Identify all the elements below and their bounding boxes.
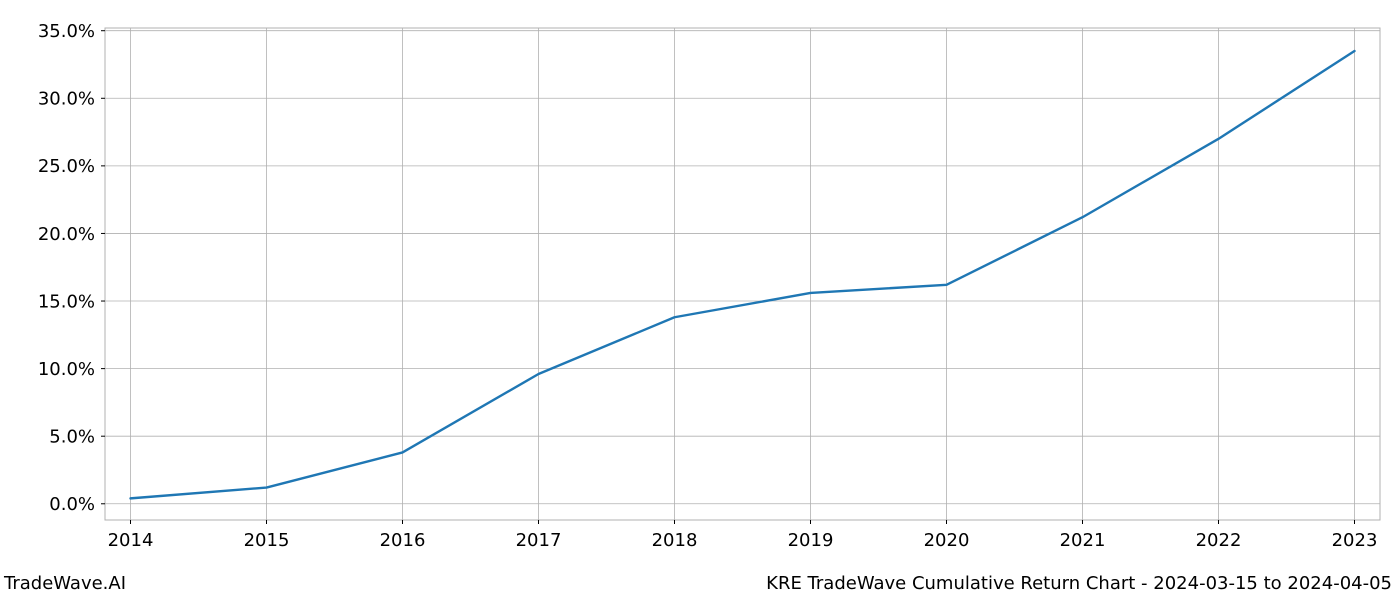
- y-tick-label: 30.0%: [38, 89, 95, 110]
- x-tick-label: 2022: [1196, 530, 1242, 551]
- chart-footer: TradeWave.AI KRE TradeWave Cumulative Re…: [0, 573, 1400, 594]
- x-tick-label: 2016: [380, 530, 426, 551]
- chart-container: 2014 2015 2016 2017 2018 2019 2020 2021 2022 2023…: [0, 0, 1400, 600]
- x-tick-label: 2018: [652, 530, 698, 551]
- x-tick-label: 2023: [1332, 530, 1378, 551]
- y-tick-label: 35.0%: [38, 21, 95, 42]
- x-tick-label: 2021: [1060, 530, 1106, 551]
- y-tick-label: 25.0%: [38, 156, 95, 177]
- y-tick-label: 15.0%: [38, 291, 95, 312]
- footer-right-text: KRE TradeWave Cumulative Return Chart - …: [766, 573, 1392, 594]
- x-tick-label: 2015: [244, 530, 290, 551]
- x-tick-label: 2017: [516, 530, 562, 551]
- y-tick-label: 10.0%: [38, 359, 95, 380]
- y-tick-label: 5.0%: [49, 426, 95, 447]
- line-chart: 2014 2015 2016 2017 2018 2019 2020 2021 2022 2023…: [0, 0, 1400, 600]
- x-tick-label: 2020: [924, 530, 970, 551]
- footer-left-text: TradeWave.AI: [4, 573, 126, 594]
- y-tick-label: 20.0%: [38, 224, 95, 245]
- x-tick-label: 2014: [108, 530, 154, 551]
- x-tick-label: 2019: [788, 530, 834, 551]
- y-tick-label: 0.0%: [49, 494, 95, 515]
